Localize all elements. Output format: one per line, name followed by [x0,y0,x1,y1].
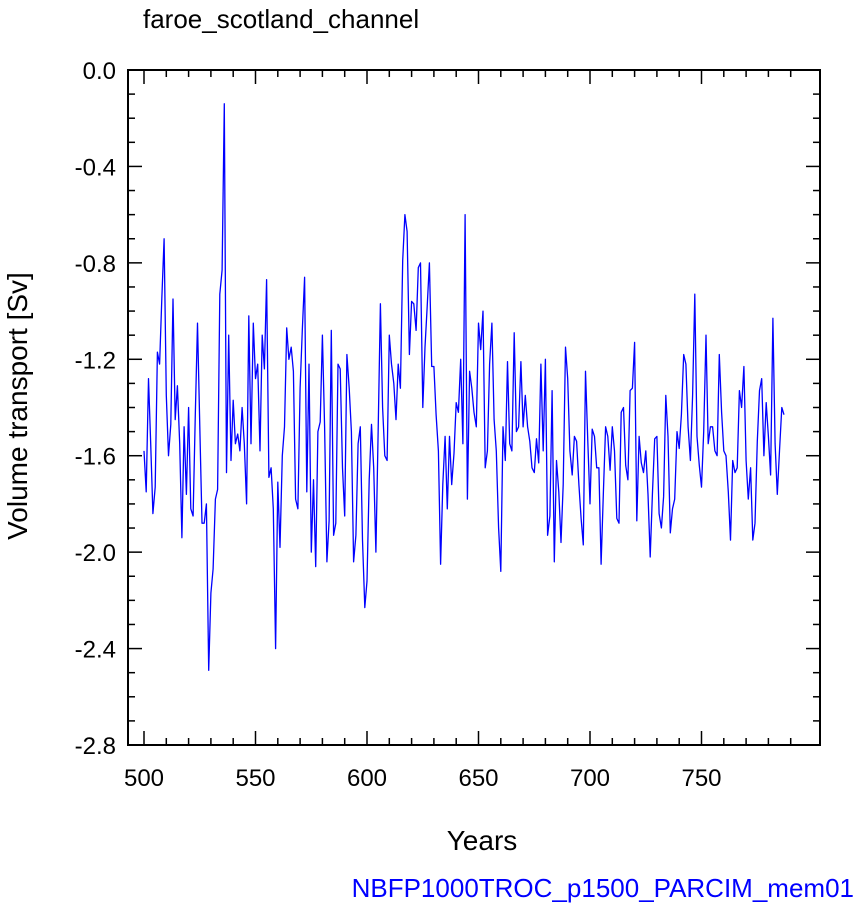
y-tick-label: -2.8 [75,733,116,760]
y-tick-label: -2.4 [75,637,116,664]
chart-title: faroe_scotland_channel [143,4,419,34]
x-tick-label: 650 [458,765,498,792]
series-line [143,103,785,671]
y-tick-label: -1.2 [75,347,116,374]
y-axis-label: Volume transport [Sv] [2,272,33,540]
plot-frame [127,69,821,746]
x-tick-label: 600 [347,765,387,792]
x-tick-label: 500 [124,765,164,792]
y-tick-label: -2.0 [75,540,116,567]
x-tick-label: 700 [570,765,610,792]
y-tick-label: -1.6 [75,444,116,471]
x-axis-ticks: 500 550 600 650 700 750 [124,70,792,792]
run-identifier: NBFP1000TROC_p1500_PARCIM_mem01 [352,873,854,903]
x-axis-label: Years [447,825,518,856]
y-tick-label: 0.0 [83,58,116,85]
y-tick-label: -0.4 [75,154,116,181]
y-axis-ticks: 0.0 -0.4 -0.8 -1.2 -1.6 -2.0 -2.4 -2.8 [75,58,820,760]
y-tick-label: -0.8 [75,251,116,278]
x-tick-label: 750 [681,765,721,792]
x-tick-label: 550 [235,765,275,792]
